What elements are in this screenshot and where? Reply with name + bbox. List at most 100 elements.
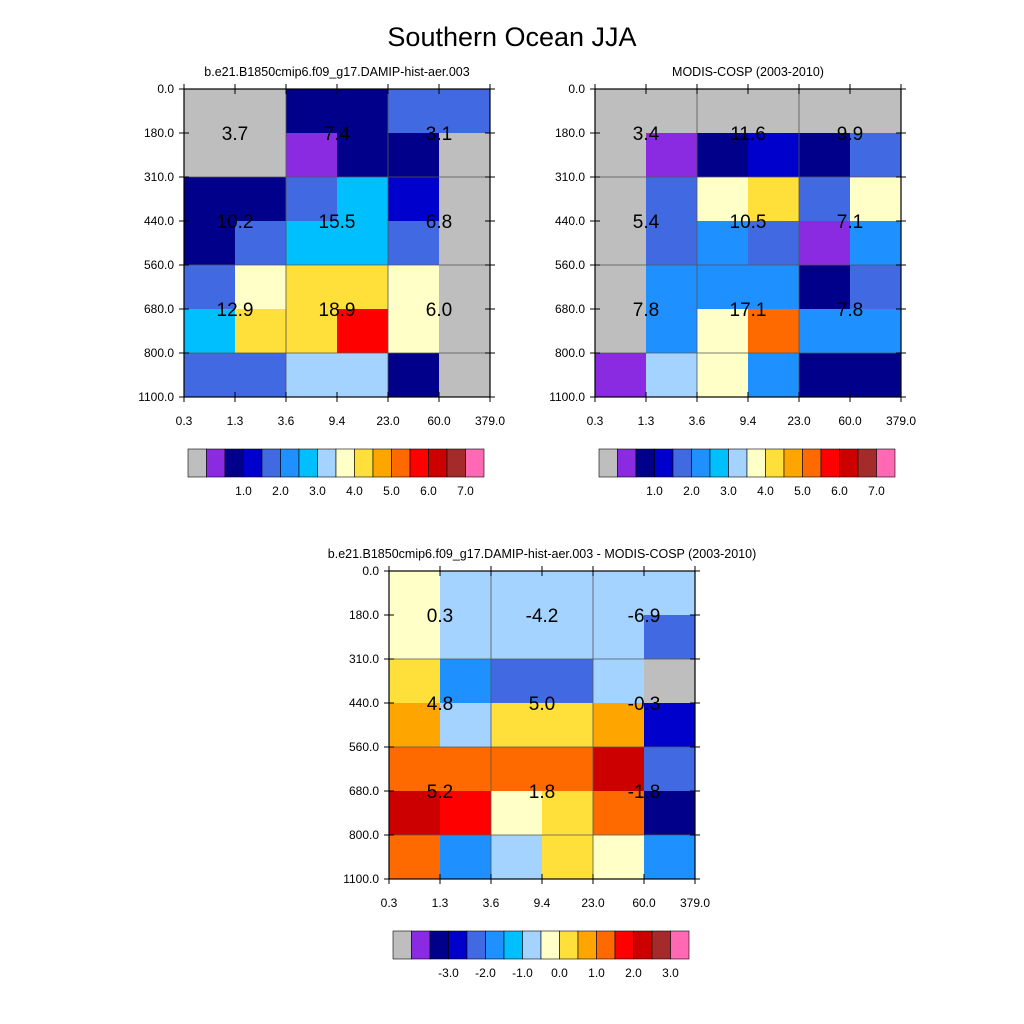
heatmap-cell [388,221,440,266]
colorbar-label: 2.0 [683,484,700,498]
y-tick-label: 440.0 [349,696,379,710]
colorbar-swatch [540,930,560,960]
colorbar-swatch [187,448,207,478]
box-value-label: 10.2 [217,212,254,233]
x-tick-label: 60.0 [838,414,862,428]
heatmap-cell [542,791,594,836]
box-value-label: 12.9 [217,300,254,321]
heatmap-cell [491,703,543,748]
box-value-label: 5.4 [633,212,660,233]
heatmap-cell [595,353,647,398]
heatmap-cell [644,835,696,880]
colorbar-swatch [428,448,448,478]
box-value-label: 1.8 [529,782,555,803]
heatmap-cell [799,353,851,398]
box-value-label: -1.8 [628,782,661,803]
x-tick-label: 3.6 [483,896,500,910]
colorbar-swatch [448,930,468,960]
heatmap-cell [439,309,491,354]
box-value-label: 3.4 [633,124,660,145]
colorbar-swatch [691,448,711,478]
colorbar-label: 7.0 [868,484,885,498]
colorbar-label: 3.0 [662,966,679,980]
heatmap-cell [440,659,492,704]
heatmap-cell [542,659,594,704]
colorbar-swatch [728,448,748,478]
colorbar-label: 2.0 [625,966,642,980]
colorbar-swatch [783,448,803,478]
x-tick-label: 3.6 [278,414,295,428]
colorbar-swatch [633,930,653,960]
colorbar-swatch [354,448,374,478]
heatmap-cell [389,659,441,704]
heatmap-cell [646,221,698,266]
heatmap-cell [646,177,698,222]
box-value-label: 7.4 [324,124,351,145]
y-tick-label: 800.0 [555,346,585,360]
box-value-label: 0.3 [427,606,453,627]
panel-title: b.e21.B1850cmip6.f09_g17.DAMIP-hist-aer.… [204,65,469,79]
heatmap-cell [389,615,441,660]
colorbar-swatch [503,930,523,960]
y-tick-label: 310.0 [144,170,174,184]
heatmap-cell [748,177,800,222]
box-value-label: 3.1 [426,124,452,145]
heatmap-cell [337,265,389,310]
colorbar-swatch [670,930,690,960]
heatmap-cell [440,615,492,660]
heatmap-cell [337,353,389,398]
y-tick-label: 560.0 [144,258,174,272]
y-tick-label: 0.0 [362,564,379,578]
x-tick-label: 379.0 [475,414,505,428]
heatmap-cell [850,353,902,398]
heatmap-cell [697,353,749,398]
heatmap-cell [697,133,749,178]
heatmap-cell [439,133,491,178]
box-value-label: 6.8 [426,212,452,233]
heatmap-cell [286,265,338,310]
colorbar-label: 6.0 [420,484,437,498]
heatmap-cell [439,89,491,134]
colorbar-swatch [857,448,877,478]
colorbar-swatch [466,930,486,960]
heatmap-cell [595,133,647,178]
colorbar-swatch [446,448,466,478]
x-tick-label: 379.0 [886,414,916,428]
colorbar-swatch [261,448,281,478]
colorbar-label: 2.0 [272,484,289,498]
heatmap-cell [748,89,800,134]
heatmap-cell [389,571,441,616]
heatmap-cell [748,221,800,266]
box-value-label: 10.5 [730,212,767,233]
heatmap-cell [697,265,749,310]
y-tick-label: 560.0 [349,740,379,754]
heatmap-cell [184,265,236,310]
y-tick-label: 0.0 [568,82,585,96]
heatmap-cell [184,353,236,398]
heatmap-cell [644,703,696,748]
y-tick-label: 440.0 [555,214,585,228]
heatmap-cell [697,309,749,354]
x-tick-label: 23.0 [376,414,400,428]
box-value-label: 9.9 [837,124,863,145]
heatmap-cell [235,177,287,222]
y-tick-label: 0.0 [157,82,174,96]
box-value-label: 17.1 [730,300,767,321]
x-tick-label: 1.3 [638,414,655,428]
x-tick-label: 9.4 [329,414,346,428]
x-tick-label: 60.0 [427,414,451,428]
heatmap-cell [491,835,543,880]
heatmap-cell [440,571,492,616]
heatmap-cell [799,177,851,222]
colorbar-swatch [411,930,431,960]
colorbar-swatch [596,930,616,960]
heatmap-cell [593,835,645,880]
colorbar-swatch [820,448,840,478]
colorbar-swatch [429,930,449,960]
box-value-label: 18.9 [319,300,356,321]
heatmap-cell [286,309,338,354]
colorbar-label: 3.0 [720,484,737,498]
heatmap-cell [235,353,287,398]
heatmap-cell [491,747,543,792]
heatmap-cell [440,791,492,836]
